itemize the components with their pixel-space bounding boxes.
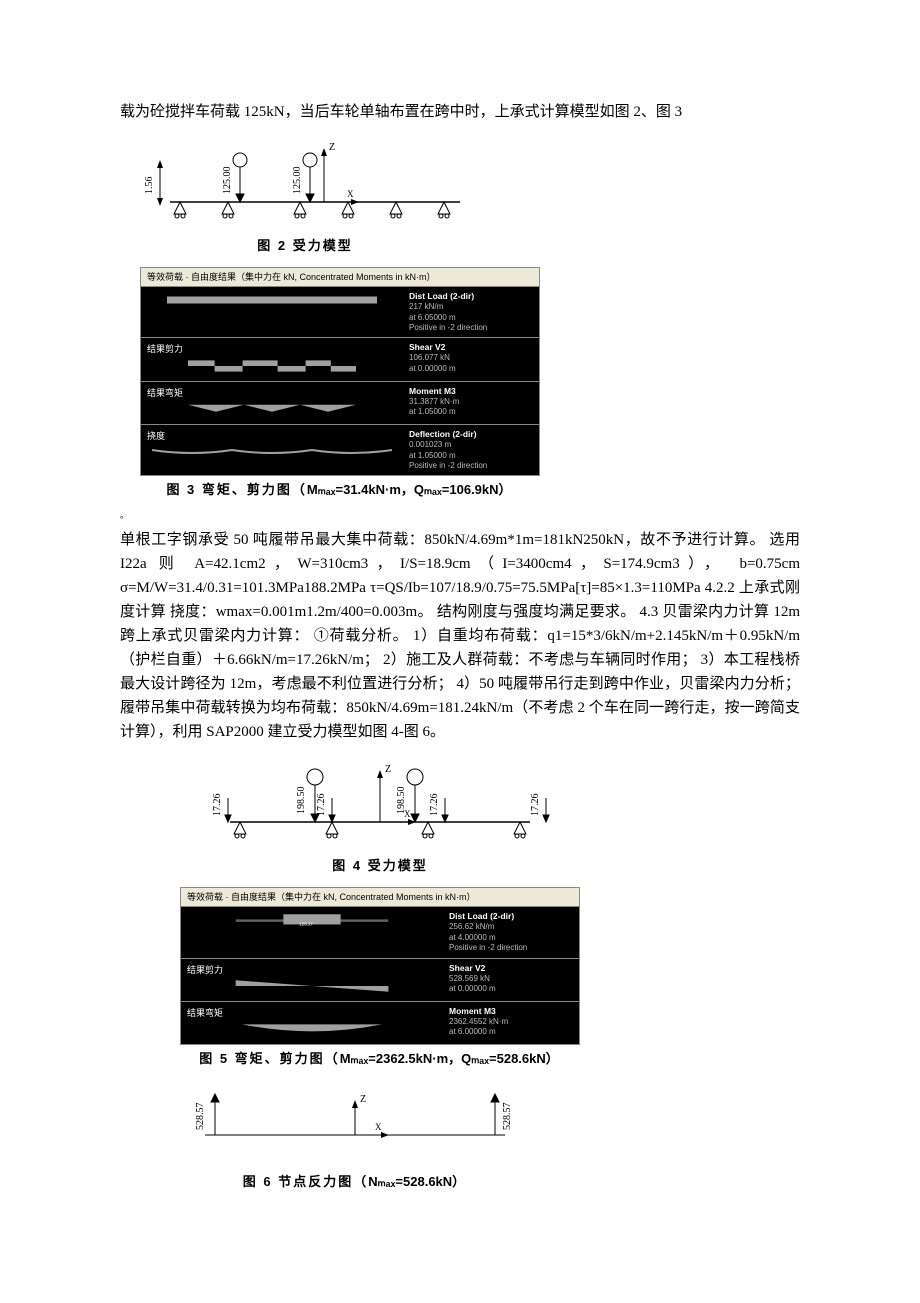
- caption-values: Nₘₐₓ=528.6kN: [368, 1174, 452, 1189]
- figure-3-block: 等效荷载 · 自由度结果（集中力在 kN, Concentrated Momen…: [140, 267, 540, 477]
- period-line: 。: [120, 511, 800, 520]
- figure-3-panel: Dist Load (2-dir) 217 kN/m at 6.05000 m …: [140, 286, 540, 337]
- panel-label: 结果剪力: [187, 963, 437, 977]
- panel-line: 217 kN/m: [409, 302, 533, 312]
- caption-text: ）: [452, 1174, 467, 1189]
- panel-title: Deflection (2-dir): [409, 429, 533, 440]
- support-icon: [438, 202, 450, 218]
- panel-line: Positive in -2 direction: [409, 461, 533, 471]
- figure-5-panel: 结果弯矩 Moment M3 2362.4552 kN·m at 6.00000…: [180, 1001, 580, 1045]
- panel-title: Dist Load (2-dir): [409, 291, 533, 302]
- figure-5-panel: 125.17 Dist Load (2-dir) 256.62 kN/m at …: [180, 906, 580, 957]
- caption-values: Mₘₐₓ=2362.5kN·m，Qₘₐₓ=528.6kN: [340, 1051, 546, 1066]
- figure-3-panel: 结果剪力 Shear V2 106.077 kN at 0.00000 m: [140, 337, 540, 380]
- fig4-side-3: 17.26: [429, 794, 440, 817]
- panel-label: 挠度: [147, 429, 397, 443]
- figure-2: Z X 125.00 125.00 1.56 图 2 受力模型: [140, 132, 800, 257]
- figure-3-panel: 挠度 Deflection (2-dir) 0.001023 m at 1.05…: [140, 424, 540, 476]
- panel-line: at 4.00000 m: [449, 933, 573, 943]
- panel-line: 31.3877 kN·m: [409, 397, 533, 407]
- svg-text:125.17: 125.17: [299, 922, 313, 927]
- figure-6: 528.57 528.57 Z X 图 6 节点反力图（Nₘₐₓ=528.6kN…: [175, 1080, 800, 1193]
- figure-2-caption: 图 2 受力模型: [140, 236, 470, 257]
- paragraph-1: 载为砼搅拌车荷载 125kN，当后车轮单轴布置在跨中时，上承式计算模型如图 2、…: [120, 100, 800, 124]
- axis-x-label: X: [375, 1122, 382, 1132]
- panel-title: Shear V2: [409, 342, 533, 353]
- support-icon: [390, 202, 402, 218]
- panel-title: Shear V2: [449, 963, 573, 974]
- fig4-side-2: 17.26: [316, 794, 327, 817]
- panel-line: 528.569 kN: [449, 974, 573, 984]
- support-icon: [222, 202, 234, 218]
- panel-line: at 0.00000 m: [409, 364, 533, 374]
- panel-title: Dist Load (2-dir): [449, 911, 573, 922]
- panel-line: 256.62 kN/m: [449, 922, 573, 932]
- figure-2-svg: Z X 125.00 125.00 1.56: [140, 132, 470, 232]
- axis-z-label: Z: [329, 142, 335, 153]
- caption-text: 图 6 节点反力图（: [243, 1174, 368, 1189]
- paragraph-2: 单根工字钢承受 50 吨履带吊最大集中荷载：850kN/4.69m*1m=181…: [120, 528, 800, 744]
- fig4-side-1: 17.26: [212, 794, 223, 817]
- caption-text: 图 5 弯矩、剪力图（: [199, 1051, 339, 1066]
- figure-5: 等效荷载 · 自由度结果（集中力在 kN, Concentrated Momen…: [180, 887, 800, 1070]
- fig2-load-2: 125.00: [292, 167, 303, 195]
- fig4-load-2: 198.50: [396, 787, 407, 815]
- panel-line: Positive in -2 direction: [409, 323, 533, 333]
- fig4-load-1: 198.50: [296, 787, 307, 815]
- caption-text: ）: [546, 1051, 561, 1066]
- panel-line: 2362.4552 kN·m: [449, 1017, 573, 1027]
- figure-4-caption: 图 4 受力模型: [200, 856, 560, 877]
- figure-3-caption: 图 3 弯矩、剪力图（Mₘₐₓ=31.4kN·m，Qₘₐₓ=106.9kN）: [140, 480, 540, 501]
- figure-5-caption: 图 5 弯矩、剪力图（Mₘₐₓ=2362.5kN·m，Qₘₐₓ=528.6kN）: [180, 1049, 580, 1070]
- panel-label: 结果弯矩: [147, 386, 397, 400]
- panel-label: 结果弯矩: [187, 1006, 437, 1020]
- figure-6-svg: 528.57 528.57 Z X: [175, 1080, 535, 1160]
- caption-values: Mₘₐₓ=31.4kN·m，Qₘₐₓ=106.9kN: [307, 482, 499, 497]
- figure-4: Z X 198.50 198.50 17.26 17.26 17.26 17.2…: [200, 752, 800, 877]
- axis-z-label: Z: [385, 764, 391, 775]
- figure-6-caption: 图 6 节点反力图（Nₘₐₓ=528.6kN）: [175, 1172, 535, 1193]
- panel-title: Moment M3: [449, 1006, 573, 1017]
- caption-text: 图 3 弯矩、剪力图（: [166, 482, 306, 497]
- panel-line: Positive in -2 direction: [449, 943, 573, 953]
- fig2-dim: 1.56: [144, 177, 155, 195]
- figure-5-panel: 结果剪力 Shear V2 528.569 kN at 0.00000 m: [180, 958, 580, 1001]
- panel-label: 结果剪力: [147, 342, 397, 356]
- caption-text: ）: [499, 482, 514, 497]
- panel-title: Moment M3: [409, 386, 533, 397]
- support-icon: [174, 202, 186, 218]
- figure-3-header: 等效荷载 · 自由度结果（集中力在 kN, Concentrated Momen…: [140, 267, 540, 286]
- figure-3: 等效荷载 · 自由度结果（集中力在 kN, Concentrated Momen…: [140, 267, 800, 501]
- figure-5-block: 等效荷载 · 自由度结果（集中力在 kN, Concentrated Momen…: [180, 887, 580, 1045]
- fig6-reaction-1: 528.57: [195, 1103, 206, 1131]
- panel-line: at 1.05000 m: [409, 407, 533, 417]
- fig6-reaction-2: 528.57: [502, 1103, 513, 1131]
- panel-line: at 1.05000 m: [409, 451, 533, 461]
- panel-line: at 6.00000 m: [449, 1027, 573, 1037]
- fig4-side-4: 17.26: [530, 794, 541, 817]
- panel-line: at 6.05000 m: [409, 313, 533, 323]
- axis-x-label: X: [347, 189, 354, 199]
- axis-z-label: Z: [360, 1094, 366, 1105]
- page: 载为砼搅拌车荷载 125kN，当后车轮单轴布置在跨中时，上承式计算模型如图 2、…: [0, 0, 920, 1303]
- figure-4-svg: Z X 198.50 198.50 17.26 17.26 17.26 17.2…: [200, 752, 560, 852]
- figure-5-header: 等效荷载 · 自由度结果（集中力在 kN, Concentrated Momen…: [180, 887, 580, 906]
- support-icon: [294, 202, 306, 218]
- figure-3-panel: 结果弯矩 Moment M3 31.3877 kN·m at 1.05000 m: [140, 381, 540, 424]
- fig2-load-1: 125.00: [222, 167, 233, 195]
- panel-line: 0.001023 m: [409, 440, 533, 450]
- panel-line: at 0.00000 m: [449, 984, 573, 994]
- panel-line: 106.077 kN: [409, 353, 533, 363]
